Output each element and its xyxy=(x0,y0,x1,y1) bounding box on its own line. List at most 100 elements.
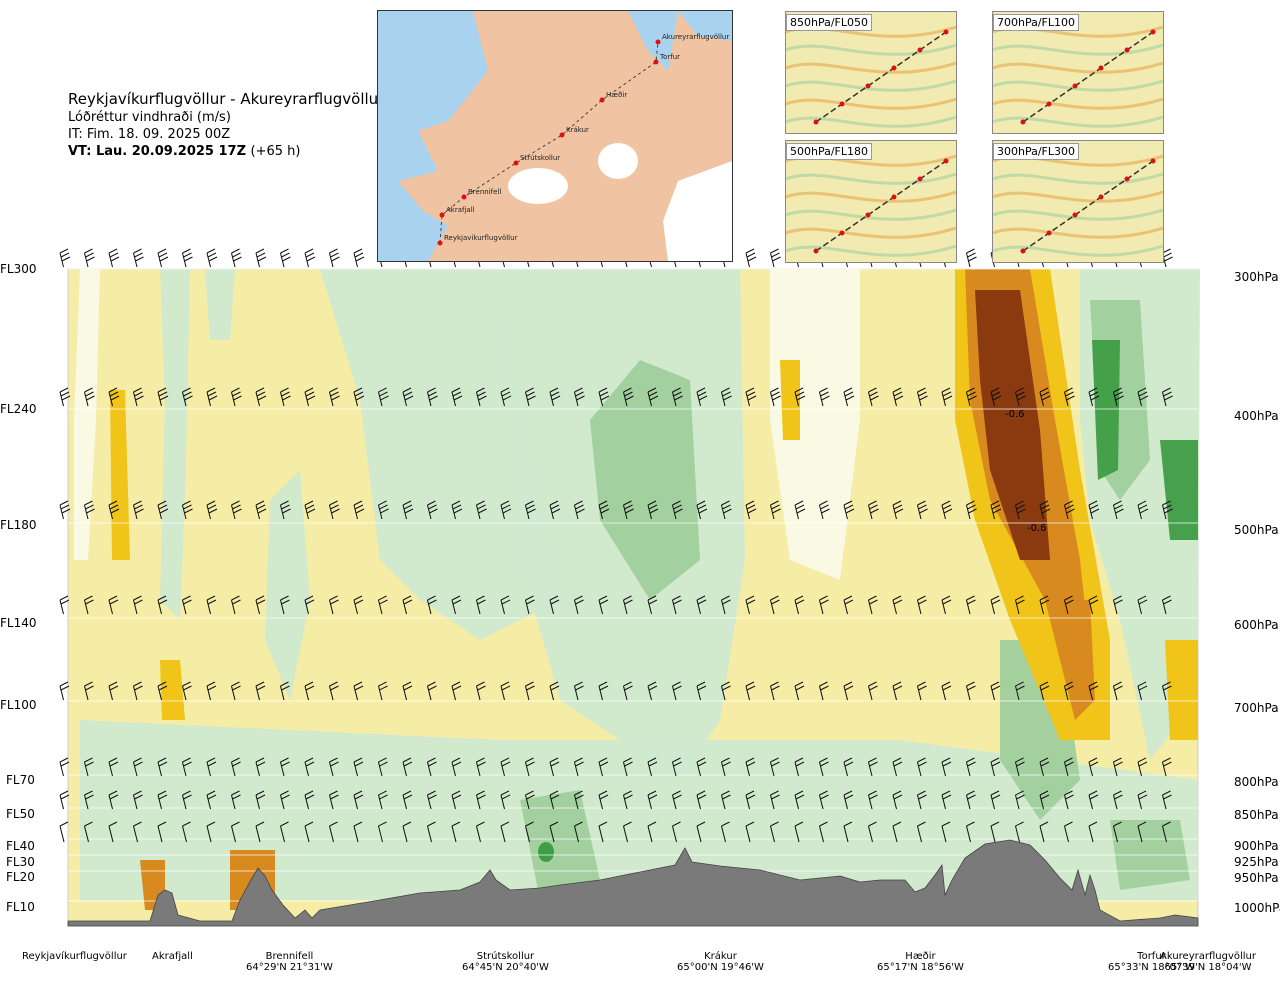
wind-barb-r7-8 xyxy=(255,821,265,843)
wind-barb-r3-0 xyxy=(59,595,70,615)
wind-barb-r7-41 xyxy=(1064,821,1073,843)
wind-barb-r4-35 xyxy=(917,681,927,701)
wind-barb-r5-34 xyxy=(892,757,903,777)
wind-barb-r5-40 xyxy=(1039,757,1050,777)
mini-waypoint-3 xyxy=(891,194,897,200)
level-right-850hpa: 850hPa xyxy=(1234,808,1279,822)
wind-barb-r1-18 xyxy=(500,387,512,407)
map-waypoint-label-3: Strútskollur xyxy=(520,154,560,162)
wind-barb-r3-12 xyxy=(353,595,364,615)
waypoint-label-haedir: Hæðir 65°17'N 18°56'W xyxy=(877,951,964,973)
level-right-800hpa: 800hPa xyxy=(1234,775,1279,789)
wind-barb-r3-22 xyxy=(598,595,609,615)
mini-route xyxy=(815,160,947,252)
wind-barb-r3-17 xyxy=(476,595,486,615)
wind-barb-r0-10 xyxy=(304,248,316,268)
wind-barb-r2-35 xyxy=(917,500,928,520)
wind-barb-r2-4 xyxy=(157,500,169,520)
wind-barb-r1-25 xyxy=(672,387,683,407)
wind-barb-r6-5 xyxy=(182,790,192,810)
wind-barb-r4-8 xyxy=(255,681,266,701)
wind-barb-r4-27 xyxy=(721,681,731,701)
wind-barb-r6-23 xyxy=(623,790,633,810)
wind-barb-r5-37 xyxy=(966,757,976,777)
wind-barb-r4-21 xyxy=(574,681,584,701)
wind-barb-r3-33 xyxy=(868,595,878,615)
wind-barb-r7-24 xyxy=(647,821,657,843)
wind-barb-r7-28 xyxy=(745,821,755,843)
waypoint-coord: 65°00'N 19°46'W xyxy=(677,962,764,973)
wind-barb-r5-23 xyxy=(623,757,633,777)
wind-barb-r6-8 xyxy=(255,790,266,810)
wind-barb-r3-31 xyxy=(819,595,829,615)
wind-barb-r4-23 xyxy=(623,681,633,701)
wind-barb-r1-21 xyxy=(574,387,585,407)
wind-barb-r6-14 xyxy=(402,790,413,810)
waypoint-label-strutskollur: Strútskollur 64°45'N 20°40'W xyxy=(462,951,549,973)
route-map: Reykjavíkurflugvöllur Akrafjall Brennifell… xyxy=(377,10,733,262)
mini-waypoint-1 xyxy=(1046,101,1052,107)
wind-barb-r1-8 xyxy=(255,387,267,407)
wind-barb-r5-19 xyxy=(525,757,535,777)
mini-waypoint-0 xyxy=(1020,119,1026,125)
wind-barb-r6-32 xyxy=(843,790,854,810)
map-waypoint-marker-4 xyxy=(559,132,565,138)
mini-band-4 xyxy=(993,97,1163,110)
wind-barb-r0-37 xyxy=(966,248,977,268)
wind-barb-r5-10 xyxy=(304,757,315,777)
waypoint-name: Akureyrarflugvöllur xyxy=(1160,951,1257,962)
wind-barb-r4-28 xyxy=(745,681,756,701)
wind-barb-r1-12 xyxy=(353,387,365,407)
wind-barb-r5-11 xyxy=(329,757,339,777)
wind-barb-r4-19 xyxy=(525,681,535,701)
wind-barb-r3-3 xyxy=(133,595,143,615)
wind-barb-r1-27 xyxy=(721,387,732,407)
wind-barb-r1-45 xyxy=(1162,387,1173,407)
wind-barb-r3-4 xyxy=(157,595,168,615)
waypoint-coord: 65°39'N 18°04'W xyxy=(1164,962,1252,973)
wind-barb-r7-7 xyxy=(231,821,240,843)
wind-barb-r2-45 xyxy=(1162,500,1173,520)
wind-barb-r5-42 xyxy=(1088,757,1099,777)
wind-barb-r2-29 xyxy=(770,500,781,520)
waypoint-coord: 65°33'N 18°07'W xyxy=(1108,962,1195,973)
wind-barb-r6-9 xyxy=(280,790,290,810)
wind-barb-r2-2 xyxy=(108,500,120,520)
wind-barb-r2-8 xyxy=(255,500,267,520)
wind-barb-r5-31 xyxy=(819,757,829,777)
wind-barb-r3-11 xyxy=(329,595,339,615)
wind-barb-r0-12 xyxy=(353,248,365,268)
wind-barb-r2-13 xyxy=(378,500,389,520)
level-left-fl70: FL70 xyxy=(6,773,35,787)
wind-barb-r7-19 xyxy=(525,821,534,843)
wind-barb-r1-35 xyxy=(917,387,928,407)
level-left-fl240: FL240 xyxy=(0,402,37,416)
wind-barb-r5-44 xyxy=(1137,757,1148,777)
wind-barb-r7-30 xyxy=(794,821,804,843)
waypoint-label-brennifell: Brennifell 64°29'N 21°31'W xyxy=(246,951,333,973)
contour-band-4 xyxy=(320,269,560,640)
wind-barb-r1-5 xyxy=(182,387,193,407)
wind-barb-r0-8 xyxy=(255,248,267,268)
waypoint-name: Torfur xyxy=(1137,951,1166,962)
wind-barb-r4-29 xyxy=(770,681,780,701)
wind-barb-r4-26 xyxy=(696,681,707,701)
mini-map-300: 300hPa/FL300 xyxy=(992,140,1164,263)
wind-barb-r5-9 xyxy=(280,757,290,777)
mini-map-500-label: 500hPa/FL180 xyxy=(786,143,873,160)
wind-barb-r7-6 xyxy=(206,821,216,843)
level-right-700hpa: 700hPa xyxy=(1234,701,1279,715)
mini-bg xyxy=(993,12,1163,133)
wind-barb-r7-31 xyxy=(819,821,828,843)
wind-barb-r3-27 xyxy=(721,595,731,615)
wind-barb-r2-16 xyxy=(451,500,463,520)
wind-barb-r4-31 xyxy=(819,681,829,701)
wind-barb-r5-3 xyxy=(133,757,143,777)
wind-barb-r6-33 xyxy=(868,790,878,810)
wind-barb-r3-24 xyxy=(647,595,658,615)
wind-barb-r7-3 xyxy=(133,821,142,843)
wind-barb-r1-36 xyxy=(941,387,953,407)
wind-barb-r3-41 xyxy=(1064,595,1074,615)
wind-barb-r5-15 xyxy=(427,757,437,777)
mini-map-300-graphic xyxy=(993,141,1163,262)
